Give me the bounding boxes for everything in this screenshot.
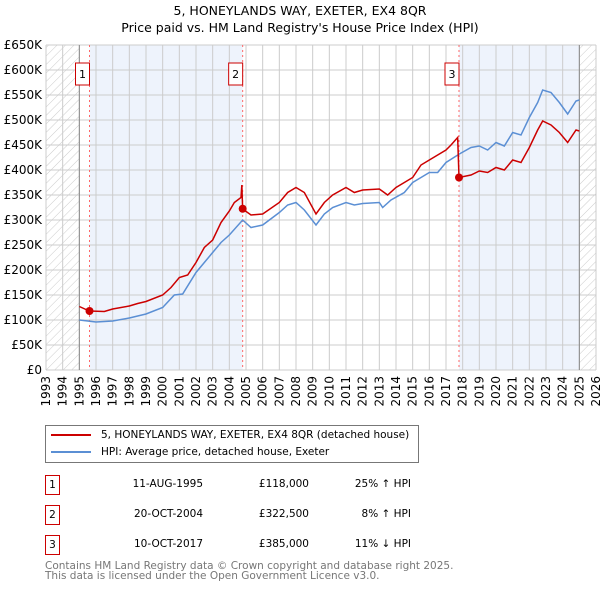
x-tick-label: 2012 — [356, 376, 370, 407]
hatched-region — [579, 45, 596, 370]
x-tick-label: 2001 — [172, 376, 186, 407]
x-tick-label: 2015 — [406, 376, 420, 407]
sale-label-box — [75, 62, 90, 86]
sale-point — [238, 204, 247, 213]
legend-red-line — [51, 434, 91, 436]
sale-marker: 3 — [45, 535, 60, 555]
price-paid-line — [79, 120, 580, 313]
footer: Contains HM Land Registry data © Crown c… — [45, 560, 454, 582]
sale-point — [85, 307, 94, 315]
sale-price: £118,000 — [258, 478, 309, 490]
sale-price: £322,500 — [258, 508, 309, 520]
sale-label-box — [228, 62, 244, 86]
footer-line-2: This data is licensed under the Open Gov… — [45, 570, 380, 582]
sale-date: 20-OCT-2004 — [134, 508, 203, 520]
sale-date: 10-OCT-2017 — [134, 538, 203, 550]
sale-label-box — [444, 62, 460, 86]
sale-hpi: 11% ↓ HPI — [354, 538, 411, 550]
x-tick-label: 2000 — [156, 376, 170, 407]
sale-label: 2 — [232, 68, 239, 81]
sale-point — [455, 173, 463, 182]
x-tick-label: 2002 — [189, 376, 203, 407]
x-tick-label: 2023 — [539, 376, 553, 407]
y-tick-label: £200K — [4, 263, 44, 277]
x-tick-label: 2016 — [422, 376, 436, 407]
sale-row: 2 20-OCT-2004 £322,500 8% ↑ HPI — [45, 505, 445, 525]
sale-hpi: 25% ↑ HPI — [354, 478, 411, 490]
y-tick-label: £150K — [4, 288, 44, 302]
y-tick-label: £500K — [4, 113, 44, 127]
sale-hpi: 8% ↑ HPI — [361, 508, 411, 520]
x-tick-label: 2021 — [506, 376, 520, 407]
sale-price: £385,000 — [258, 538, 309, 550]
x-tick-label: 2019 — [472, 376, 486, 407]
x-tick-label: 2004 — [222, 376, 236, 407]
x-tick-label: 2026 — [589, 376, 600, 407]
legend-label-property: 5, HONEYLANDS WAY, EXETER, EX4 8QR (deta… — [101, 429, 410, 441]
sale-marker: 2 — [45, 505, 60, 525]
y-tick-label: £100K — [4, 313, 44, 327]
hpi-line — [79, 89, 580, 323]
sale-date: 11-AUG-1995 — [132, 478, 203, 490]
x-tick-label: 2011 — [339, 376, 353, 407]
x-tick-label: 2024 — [556, 376, 570, 407]
y-tick-label: £0 — [27, 363, 42, 377]
sale-marker: 1 — [45, 475, 60, 495]
x-tick-label: 2007 — [272, 376, 286, 407]
x-tick-label: 1999 — [139, 376, 153, 407]
footer-line-1: Contains HM Land Registry data © Crown c… — [45, 560, 454, 572]
legend: 5, HONEYLANDS WAY, EXETER, EX4 8QR (deta… — [45, 425, 419, 463]
x-tick-label: 1997 — [106, 376, 120, 407]
y-tick-label: £550K — [4, 88, 44, 102]
legend-blue-line — [51, 451, 91, 453]
y-tick-label: £650K — [4, 38, 44, 52]
y-tick-label: £300K — [4, 213, 44, 227]
price-chart: £0 £50K £100K £150K £200K £250K £300K £350K £400… — [4, 38, 600, 407]
x-tick-label: 2018 — [456, 376, 470, 407]
x-tick-label: 2014 — [389, 376, 403, 407]
x-tick-label: 2020 — [489, 376, 503, 407]
y-tick-label: £600K — [4, 63, 44, 77]
y-tick-label: £400K — [4, 163, 44, 177]
shaded-period — [89, 45, 243, 370]
y-tick-label: £250K — [4, 238, 44, 252]
x-tick-label: 1996 — [89, 376, 103, 407]
x-tick-label: 2013 — [372, 376, 386, 407]
chart-title: 5, HONEYLANDS WAY, EXETER, EX4 8QR — [173, 3, 427, 18]
x-tick-label: 2008 — [289, 376, 303, 407]
x-tick-label: 2003 — [206, 376, 220, 407]
sale-label: 3 — [449, 68, 456, 81]
chart-subtitle: Price paid vs. HM Land Registry's House … — [121, 20, 479, 35]
x-tick-label: 1993 — [39, 376, 53, 407]
x-tick-label: 2009 — [306, 376, 320, 407]
x-tick-label: 2017 — [439, 376, 453, 407]
x-tick-label: 1994 — [56, 376, 70, 407]
y-tick-label: £350K — [4, 188, 44, 202]
y-tick-label: £450K — [4, 138, 44, 152]
shaded-period — [459, 45, 580, 370]
legend-label-hpi: HPI: Average price, detached house, Exet… — [101, 446, 330, 458]
x-tick-label: 2006 — [256, 376, 270, 407]
x-tick-label: 2010 — [322, 376, 336, 407]
y-tick-label: £50K — [11, 338, 43, 352]
x-tick-label: 2005 — [239, 376, 253, 407]
x-tick-label: 1995 — [72, 376, 86, 407]
sale-row: 3 10-OCT-2017 £385,000 11% ↓ HPI — [45, 535, 445, 555]
sale-label: 1 — [79, 68, 86, 81]
sale-row: 1 11-AUG-1995 £118,000 25% ↑ HPI — [45, 475, 445, 495]
x-tick-label: 2025 — [572, 376, 586, 407]
x-tick-label: 1998 — [122, 376, 136, 407]
x-tick-label: 2022 — [522, 376, 536, 407]
